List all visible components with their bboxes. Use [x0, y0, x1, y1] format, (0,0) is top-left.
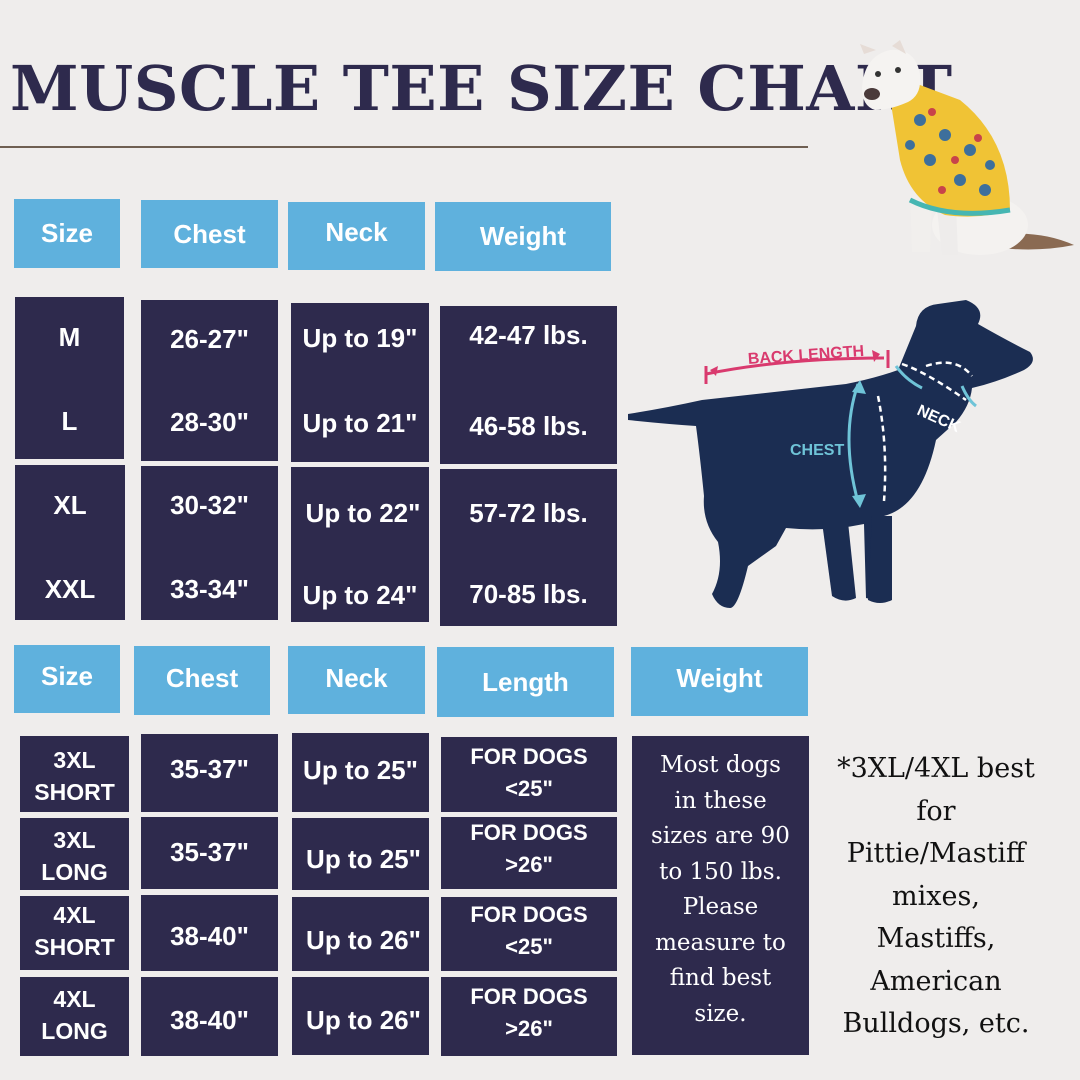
table-cell: Up to 21" — [302, 408, 418, 438]
table2-length-cell: FOR DOGS <25" — [441, 737, 617, 812]
back-length-label: BACK LENGTH — [747, 343, 864, 368]
table2-size-cell: 3XL LONG — [20, 818, 129, 890]
table1-chest-block-b: 30-32" 33-34" — [141, 466, 278, 620]
note-line: Most dogs — [660, 752, 781, 778]
table-cell: M — [58, 322, 81, 352]
note-line: Bulldogs, etc. — [842, 1008, 1030, 1039]
table-cell: 42-47 lbs. — [469, 320, 588, 350]
table2-header-size: Size — [14, 645, 120, 713]
note-line: *3XL/4XL best — [837, 753, 1035, 784]
table-cell: XXL — [44, 574, 96, 604]
table2-length-cell: FOR DOGS >26" — [441, 817, 617, 889]
table-cell: 33-34" — [170, 574, 249, 604]
dog-measurement-diagram: BACK LENGTH NECK CHEST — [628, 300, 1033, 608]
table1-header-neck: Neck — [288, 202, 425, 270]
table2-header-chest: Chest — [134, 646, 270, 715]
table-cell: 70-85 lbs. — [469, 579, 588, 609]
table2-chest-cell: 35-37" — [141, 734, 278, 812]
title-divider — [0, 146, 808, 148]
dog-photo — [860, 40, 1074, 255]
table1-neck-block-a: Up to 19" Up to 21" — [291, 303, 429, 462]
table-cell: 3XL SHORT — [34, 747, 115, 805]
note-line: find best — [669, 965, 772, 991]
page-title: MUSCLE TEE SIZE CHART — [10, 52, 953, 125]
table2-chest-cell: 38-40" — [141, 895, 278, 971]
table2-chest-cell: 38-40" — [141, 977, 278, 1056]
chest-label: CHEST — [790, 442, 844, 459]
note-line: sizes are 90 — [651, 823, 790, 849]
table-cell: 28-30" — [170, 407, 249, 437]
table2-weight-note: Most dogs in these sizes are 90 to 150 l… — [632, 736, 809, 1055]
table1-size-block-a: M L — [15, 297, 124, 459]
table2-neck-cell: Up to 26" — [292, 897, 429, 971]
table1-header-weight: Weight — [435, 202, 611, 271]
note-line: American — [870, 965, 1002, 997]
note-line: measure to — [655, 929, 786, 956]
table-cell: FOR DOGS <25" — [470, 744, 588, 801]
table2-length-cell: FOR DOGS >26" — [441, 977, 617, 1056]
table1-weight-block-a: 42-47 lbs. 46-58 lbs. — [440, 306, 617, 464]
table2-size-cell: 4XL SHORT — [20, 896, 129, 970]
table2-header-neck: Neck — [288, 646, 425, 714]
table-cell: 30-32" — [170, 490, 249, 520]
note-line: Pittie/Mastiff — [846, 838, 1026, 869]
table-cell: L — [61, 406, 78, 436]
note-line: Mastiffs, — [876, 923, 996, 954]
table1-chest-block-a: 26-27" 28-30" — [141, 300, 278, 461]
table-cell: Up to 19" — [302, 323, 418, 353]
table2-size-cell: 4XL LONG — [20, 977, 129, 1056]
table2-size-cell: 3XL SHORT — [20, 736, 129, 812]
table2-neck-cell: Up to 25" — [292, 818, 429, 890]
table1-header-size: Size — [14, 199, 120, 268]
table-cell: 46-58 lbs. — [469, 411, 588, 441]
table-cell: Up to 24" — [302, 580, 418, 610]
table2-neck-cell: Up to 26" — [292, 977, 429, 1055]
table-cell: FOR DOGS <25" — [470, 902, 588, 959]
table-cell: 4XL SHORT — [34, 902, 115, 960]
table-cell: FOR DOGS >26" — [470, 984, 588, 1041]
breed-note: *3XL/4XL best for Pittie/Mastiff mixes, … — [826, 748, 1046, 1046]
table2-header-weight: Weight — [631, 647, 808, 716]
table-cell: FOR DOGS >26" — [470, 820, 588, 877]
note-line: mixes, — [892, 880, 980, 912]
note-line: size. — [694, 1000, 747, 1027]
note-line: for — [916, 795, 956, 827]
table-cell: XL — [53, 490, 87, 520]
table-cell: 3XL LONG — [41, 827, 108, 885]
table-cell: 26-27" — [170, 324, 249, 354]
table2-chest-cell: 35-37" — [141, 817, 278, 889]
table1-neck-block-b: Up to 22" Up to 24" — [291, 467, 429, 622]
table2-header-length: Length — [437, 647, 614, 717]
table1-header-chest: Chest — [141, 200, 278, 268]
table-cell: Up to 22" — [305, 498, 421, 528]
note-line: Please — [682, 894, 759, 920]
table2-length-cell: FOR DOGS <25" — [441, 897, 617, 971]
table-cell: 57-72 lbs. — [469, 498, 588, 528]
note-line: in these — [674, 787, 767, 814]
table2-neck-cell: Up to 25" — [292, 733, 429, 812]
table1-size-block-b: XL XXL — [15, 465, 125, 620]
note-line: to 150 lbs. — [659, 858, 782, 885]
table1-weight-block-b: 57-72 lbs. 70-85 lbs. — [440, 469, 617, 626]
table-cell: 4XL LONG — [41, 986, 108, 1044]
